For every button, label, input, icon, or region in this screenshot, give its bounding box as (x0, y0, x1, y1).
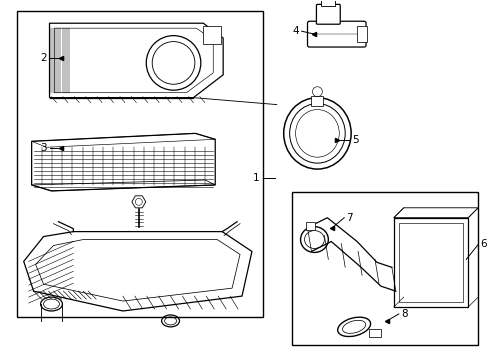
FancyBboxPatch shape (305, 222, 315, 230)
FancyBboxPatch shape (307, 21, 366, 47)
Text: 4: 4 (291, 26, 298, 36)
FancyBboxPatch shape (356, 26, 366, 42)
FancyBboxPatch shape (311, 96, 323, 105)
Text: 5: 5 (351, 135, 358, 145)
Text: 8: 8 (400, 309, 407, 319)
Text: 1: 1 (253, 173, 259, 183)
Bar (291, 192, 477, 345)
FancyBboxPatch shape (368, 329, 380, 337)
FancyBboxPatch shape (321, 0, 335, 6)
Text: 7: 7 (346, 213, 352, 223)
Text: 3: 3 (40, 143, 46, 153)
Text: 2: 2 (40, 53, 46, 63)
FancyBboxPatch shape (203, 26, 221, 44)
Bar (17, 11, 263, 317)
FancyBboxPatch shape (316, 4, 340, 24)
Text: 6: 6 (479, 239, 486, 249)
